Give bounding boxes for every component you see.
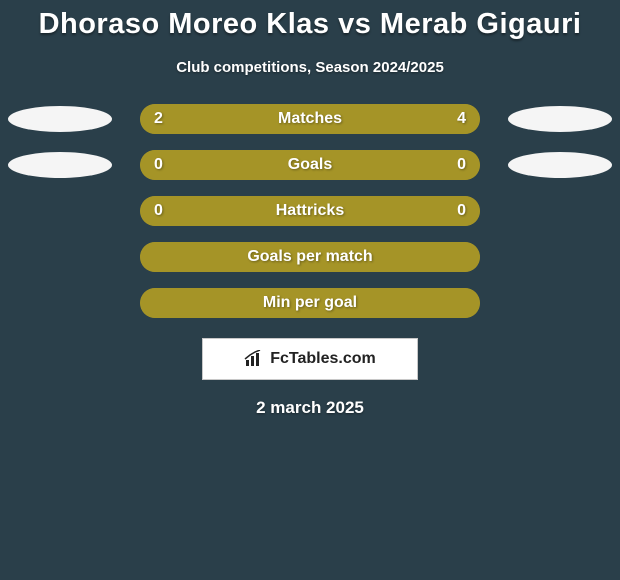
stat-rows-container: Matches24Goals00Hattricks00Goals per mat… bbox=[0, 104, 620, 318]
stat-bar: Min per goal bbox=[140, 288, 480, 318]
stat-value-left: 2 bbox=[154, 104, 163, 134]
stat-label: Goals bbox=[140, 150, 480, 180]
stat-value-right: 0 bbox=[457, 150, 466, 180]
stat-row: Matches2 4 bbox=[0, 104, 620, 134]
stat-bar: Hattricks0 0 bbox=[140, 196, 480, 226]
stat-row: Goals0 0 bbox=[0, 150, 620, 180]
date-label: 2 march 2025 bbox=[0, 398, 620, 418]
player-left-badge bbox=[8, 152, 112, 178]
logo-text: FcTables.com bbox=[270, 350, 376, 368]
player-right-badge bbox=[508, 106, 612, 132]
stat-bar: Matches2 4 bbox=[140, 104, 480, 134]
stat-row: Hattricks0 0 bbox=[0, 196, 620, 226]
page-title: Dhoraso Moreo Klas vs Merab Gigauri bbox=[0, 0, 620, 41]
bar-chart-icon bbox=[244, 350, 266, 368]
comparison-infographic: Dhoraso Moreo Klas vs Merab Gigauri Club… bbox=[0, 0, 620, 580]
stat-value-left: 0 bbox=[154, 150, 163, 180]
player-right-badge bbox=[508, 152, 612, 178]
player-left-badge bbox=[8, 106, 112, 132]
stat-label: Hattricks bbox=[140, 196, 480, 226]
stat-value-right: 4 bbox=[457, 104, 466, 134]
subtitle: Club competitions, Season 2024/2025 bbox=[0, 59, 620, 76]
stat-label: Min per goal bbox=[140, 288, 480, 318]
stat-value-left: 0 bbox=[154, 196, 163, 226]
logo-box: FcTables.com bbox=[202, 338, 418, 380]
stat-label: Matches bbox=[140, 104, 480, 134]
stat-value-right: 0 bbox=[457, 196, 466, 226]
stat-label: Goals per match bbox=[140, 242, 480, 272]
stat-bar: Goals0 0 bbox=[140, 150, 480, 180]
stat-bar: Goals per match bbox=[140, 242, 480, 272]
stat-row: Min per goal bbox=[0, 288, 620, 318]
stat-row: Goals per match bbox=[0, 242, 620, 272]
